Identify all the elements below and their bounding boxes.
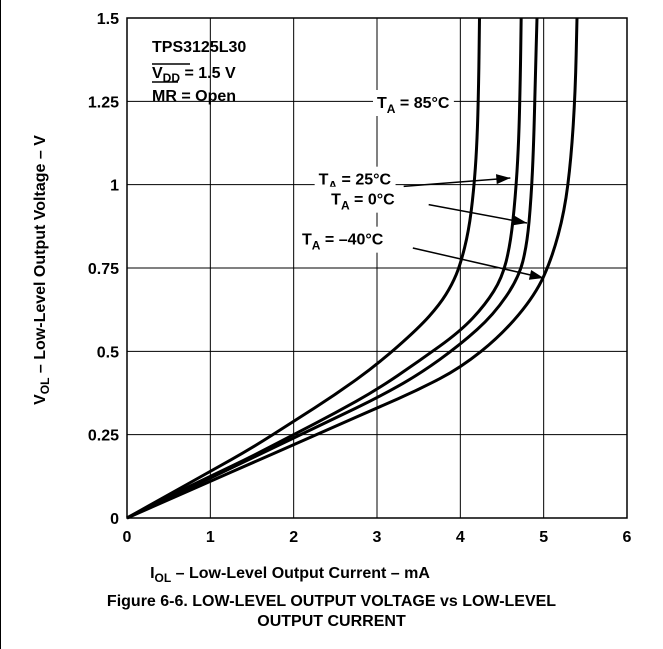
series-labels: TA = 85°CTA = 25°CTA = 0°CTA = –40°C	[298, 90, 454, 253]
device-name: TPS3125L30	[152, 39, 246, 56]
y-tick-label: 0.25	[88, 428, 119, 445]
x-tick-label: 2	[289, 529, 298, 546]
x-axis-label-main: I	[150, 565, 154, 582]
series-line	[126, 17, 481, 520]
x-tick-label: 1	[206, 529, 215, 546]
series-label-rest: = –40°C	[320, 232, 383, 249]
x-axis-label-rest: – Low-Level Output Current – mA	[171, 565, 430, 582]
x-tick-label: 0	[123, 529, 132, 546]
label-arrow-head	[528, 269, 544, 280]
page-left-border	[0, 0, 1, 649]
series-line	[126, 17, 523, 520]
series-label: TA = 25°C	[319, 172, 392, 193]
y-axis-label-main: V	[32, 394, 49, 405]
label-arrow-line	[403, 177, 511, 188]
y-tick-label: 0.75	[88, 261, 119, 278]
supply-voltage-main: V	[152, 65, 163, 82]
series-label-main: T	[331, 192, 341, 209]
series-label: TA = 85°C	[377, 95, 450, 116]
device-box: TPS3125L30 VDD = 1.5 V MR = Open	[152, 39, 246, 105]
x-tick-label: 6	[623, 529, 632, 546]
series-label: TA = 0°C	[331, 192, 395, 213]
y-tick-label: 1.25	[88, 94, 119, 111]
series-lines	[126, 17, 579, 520]
series-line	[126, 17, 579, 520]
series-label-sub: A	[387, 102, 396, 116]
series-label-rest: = 85°C	[395, 95, 449, 112]
series-label: TA = –40°C	[302, 232, 384, 253]
label-arrow-head	[512, 215, 527, 226]
caption-line-2: OUTPUT CURRENT	[257, 613, 406, 630]
supply-voltage-rest: = 1.5 V	[180, 65, 236, 82]
y-tick-label: 0	[110, 511, 119, 528]
x-tick-label: 5	[539, 529, 548, 546]
y-axis-label: VOL – Low-Level Output Voltage – V	[32, 135, 52, 405]
x-tick-label: 3	[373, 529, 382, 546]
series-label-bg	[327, 186, 400, 213]
label-arrow-line	[428, 203, 528, 224]
series-label-sub: A	[328, 179, 337, 193]
series-line	[126, 17, 539, 520]
series-label-rest: = 0°C	[350, 192, 396, 209]
x-tick-labels: 0 1 2 3 4 5 6	[123, 529, 632, 546]
y-tick-labels: 0 0.25 0.5 0.75 1 1.25 1.5	[88, 11, 119, 528]
mr-state-rest: = Open	[177, 88, 236, 105]
series-label-rest: = 25°C	[337, 172, 391, 189]
y-tick-label: 1.5	[97, 11, 119, 28]
series-label-main: T	[377, 95, 387, 112]
mr-state-bar: MR	[152, 88, 177, 105]
y-tick-label: 0.5	[97, 344, 119, 361]
mr-state: MR = Open	[152, 88, 236, 105]
label-arrows	[403, 174, 544, 280]
y-axis-label-sub: OL	[38, 378, 52, 395]
figure-caption: Figure 6-6. LOW-LEVEL OUTPUT VOLTAGE vs …	[0, 592, 663, 632]
y-axis-label-rest: – Low-Level Output Voltage – V	[32, 135, 49, 378]
x-axis-label-sub: OL	[155, 571, 172, 585]
series-label-bg	[373, 90, 454, 116]
series-label-main: T	[302, 232, 312, 249]
caption-line-1: Figure 6-6. LOW-LEVEL OUTPUT VOLTAGE vs …	[106, 593, 557, 610]
x-tick-label: 4	[456, 529, 465, 546]
supply-voltage-sub: DD	[163, 71, 181, 85]
label-arrow-head	[495, 174, 511, 185]
y-tick-label: 1	[110, 178, 119, 195]
x-axis-label: IOL – Low-Level Output Current – mA	[150, 565, 430, 585]
series-label-sub: A	[341, 199, 350, 213]
series-label-bg	[298, 226, 388, 253]
plot-frame	[126, 17, 628, 519]
series-label-sub: A	[312, 239, 321, 253]
label-arrow-line	[412, 247, 544, 279]
series-label-main: T	[319, 172, 329, 189]
